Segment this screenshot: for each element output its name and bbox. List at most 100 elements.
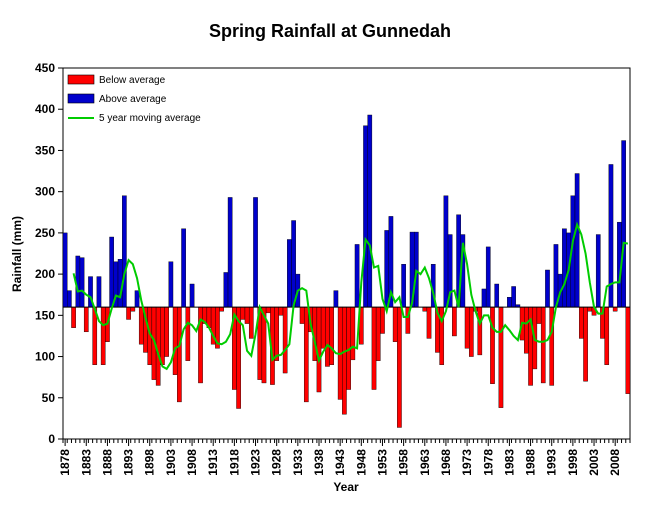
y-tick-label: 350	[35, 143, 55, 157]
below-average-bar	[71, 306, 76, 328]
below-average-bar	[579, 306, 584, 339]
above-average-bar	[333, 290, 339, 308]
below-average-bar	[350, 306, 356, 361]
y-tick-label: 400	[35, 102, 55, 116]
above-average-bar	[363, 125, 368, 308]
y-tick-label: 300	[35, 185, 55, 199]
above-average-bar	[367, 114, 373, 308]
below-average-bar	[164, 306, 169, 357]
below-average-bar	[469, 306, 474, 357]
above-average-bar	[122, 195, 127, 308]
y-axis: 0 50 100 150 200 250 300 350 400 450	[35, 61, 63, 446]
above-average-bar	[481, 288, 487, 308]
x-axis-label: Year	[333, 480, 359, 494]
moving-average-layer	[72, 221, 629, 371]
x-tick-label: 1903	[164, 449, 178, 476]
below-average-bar	[219, 306, 224, 312]
above-average-bar	[287, 239, 292, 308]
above-average-bar	[354, 244, 360, 308]
x-tick-label: 1938	[312, 449, 326, 476]
above-average-bar	[574, 173, 580, 308]
below-average-bar	[422, 306, 428, 312]
x-tick-label: 2003	[587, 449, 601, 476]
above-average-bar	[511, 286, 516, 308]
above-average-bar	[553, 244, 559, 308]
below-average-bar	[371, 306, 377, 390]
x-tick-label: 1913	[206, 449, 220, 476]
below-average-bar	[342, 306, 347, 415]
x-tick-label: 1948	[354, 449, 368, 476]
x-tick-label: 1928	[270, 449, 284, 476]
below-average-bar	[160, 306, 165, 365]
above-average-bar	[227, 197, 233, 308]
below-average-bar	[464, 306, 470, 349]
y-tick-label: 100	[35, 350, 55, 364]
below-average-bar	[185, 306, 191, 361]
x-tick-label: 1888	[100, 449, 114, 476]
x-tick-label: 1933	[291, 449, 305, 476]
below-average-bar	[397, 306, 402, 428]
legend-label: Above average	[99, 94, 167, 105]
below-average-bar	[303, 306, 309, 403]
chart-title: Spring Rainfall at Gunnedah	[209, 21, 451, 41]
above-average-bar	[117, 259, 123, 308]
below-average-bar	[100, 306, 106, 365]
above-average-bar	[189, 283, 195, 308]
below-average-bar	[452, 306, 457, 337]
x-tick-label: 1943	[333, 449, 347, 476]
below-average-bar	[244, 306, 250, 324]
above-average-bar	[62, 232, 68, 308]
x-axis: 1878 1883 1888 1893 1898 1903 1908 1913 1918 1923…	[58, 439, 631, 476]
x-tick-label: 1968	[439, 449, 453, 476]
y-tick-label: 0	[48, 432, 55, 446]
x-tick-label: 1958	[397, 449, 411, 476]
below-average-bar	[325, 306, 330, 367]
y-tick-label: 50	[42, 391, 56, 405]
below-average-bar	[583, 306, 588, 382]
below-average-bar	[329, 306, 335, 365]
above-average-bar	[109, 236, 114, 308]
above-average-bar	[494, 283, 500, 308]
y-tick-label: 250	[35, 226, 55, 240]
y-tick-label: 150	[35, 308, 55, 322]
x-tick-label: 1893	[122, 449, 136, 476]
below-average-bar	[498, 306, 504, 408]
x-tick-label: 1923	[249, 449, 263, 476]
below-average-bar	[278, 306, 284, 316]
below-average-bar	[375, 306, 381, 361]
above-average-bar	[443, 195, 449, 308]
below-average-bar	[265, 306, 271, 314]
legend-label: 5 year moving average	[99, 113, 201, 124]
y-tick-label: 450	[35, 61, 55, 75]
below-average-bar	[126, 306, 131, 320]
above-average-bar	[96, 276, 102, 308]
below-average-bar	[274, 306, 280, 361]
below-average-bar	[426, 306, 432, 339]
below-average-bar	[138, 306, 144, 345]
x-tick-label: 2008	[608, 449, 622, 476]
above-average-bar	[67, 290, 72, 308]
below-average-bar	[587, 306, 593, 312]
above-average-bar	[507, 297, 512, 308]
y-axis-label: Rainfall (mm)	[10, 216, 24, 292]
x-tick-label: 1993	[545, 449, 559, 476]
below-average-bar	[248, 306, 254, 339]
x-tick-label: 1908	[185, 449, 199, 476]
above-average-bar	[291, 220, 296, 308]
below-average-bar	[177, 306, 182, 403]
above-average-bar	[595, 234, 601, 308]
below-average-bar	[490, 306, 495, 384]
below-average-bar	[320, 306, 326, 349]
above-average-bar	[401, 264, 406, 308]
above-average-bar	[485, 246, 491, 308]
below-average-bar	[130, 306, 136, 312]
x-tick-label: 1973	[460, 449, 474, 476]
above-average-bar	[79, 257, 85, 308]
above-average-bar	[562, 228, 567, 308]
below-average-bar	[536, 306, 542, 324]
below-average-bar	[380, 306, 385, 334]
below-average-bar	[392, 306, 398, 342]
below-average-bar	[240, 306, 246, 320]
x-tick-label: 1983	[502, 449, 516, 476]
